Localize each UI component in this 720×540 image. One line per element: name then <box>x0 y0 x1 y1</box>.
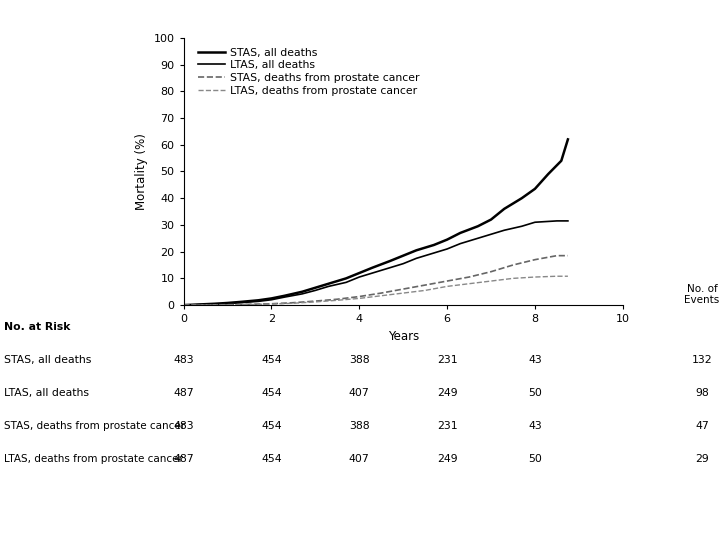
Text: No. of
Events: No. of Events <box>685 284 719 305</box>
Text: 50: 50 <box>528 388 542 398</box>
Text: LTAS, deaths from prostate cancer: LTAS, deaths from prostate cancer <box>4 454 182 464</box>
Text: 487: 487 <box>174 388 194 398</box>
Text: 388: 388 <box>349 421 369 431</box>
Text: LTAS, all deaths: LTAS, all deaths <box>4 388 89 398</box>
Text: 407: 407 <box>349 388 369 398</box>
Text: 43: 43 <box>528 421 542 431</box>
Text: STAS, all deaths: STAS, all deaths <box>4 355 91 365</box>
Text: 5. Yıl mortalite  %19 vs %15, p=0,65 (non-inferiority): 5. Yıl mortalite %19 vs %15, p=0,65 (non… <box>99 500 621 518</box>
Text: 43: 43 <box>528 355 542 365</box>
Text: 249: 249 <box>437 454 457 464</box>
Text: 231: 231 <box>437 355 457 365</box>
Text: 47: 47 <box>695 421 709 431</box>
Text: 231: 231 <box>437 421 457 431</box>
Text: No. at Risk: No. at Risk <box>4 322 70 332</box>
Text: 454: 454 <box>261 388 282 398</box>
Text: EORTC 22961 Trial: EORTC 22961 Trial <box>9 12 159 27</box>
Legend: STAS, all deaths, LTAS, all deaths, STAS, deaths from prostate cancer, LTAS, dea: STAS, all deaths, LTAS, all deaths, STAS… <box>194 43 424 100</box>
Text: 454: 454 <box>261 355 282 365</box>
Text: 388: 388 <box>349 355 369 365</box>
Text: 454: 454 <box>261 454 282 464</box>
Text: 487: 487 <box>174 454 194 464</box>
Text: 407: 407 <box>349 454 369 464</box>
Text: 98: 98 <box>695 388 709 398</box>
Y-axis label: Mortality (%): Mortality (%) <box>135 133 148 210</box>
Text: 29: 29 <box>695 454 709 464</box>
Text: 483: 483 <box>174 355 194 365</box>
Text: 249: 249 <box>437 388 457 398</box>
Text: 454: 454 <box>261 421 282 431</box>
Text: 132: 132 <box>692 355 712 365</box>
Text: 50: 50 <box>528 454 542 464</box>
X-axis label: Years: Years <box>387 330 419 343</box>
Text: STAS, deaths from prostate cancer: STAS, deaths from prostate cancer <box>4 421 185 431</box>
Text: 483: 483 <box>174 421 194 431</box>
